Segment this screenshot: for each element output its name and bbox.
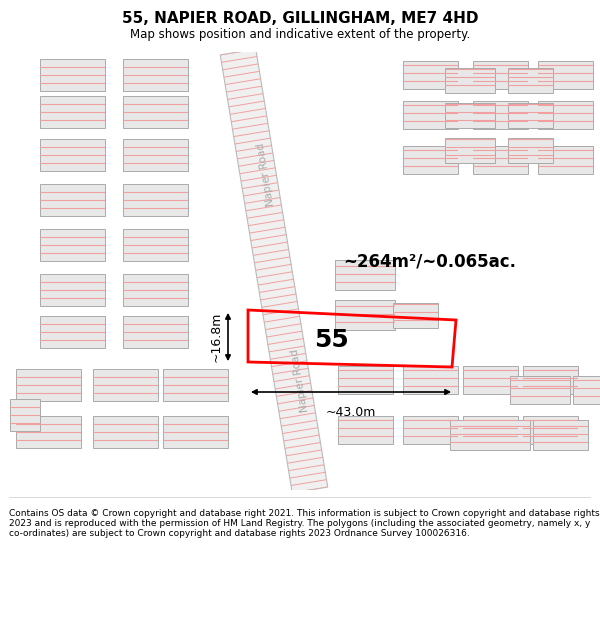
Polygon shape [403, 101, 458, 129]
Polygon shape [122, 184, 187, 216]
Polygon shape [40, 139, 104, 171]
Polygon shape [122, 274, 187, 306]
Polygon shape [335, 300, 395, 330]
Polygon shape [538, 61, 593, 89]
Polygon shape [403, 416, 458, 444]
Polygon shape [337, 366, 392, 394]
Polygon shape [220, 49, 328, 493]
Polygon shape [92, 416, 157, 448]
Polygon shape [122, 59, 187, 91]
Polygon shape [538, 101, 593, 129]
Polygon shape [122, 96, 187, 128]
Polygon shape [508, 102, 553, 127]
Polygon shape [335, 260, 395, 290]
Text: Napier Road: Napier Road [256, 142, 276, 207]
Text: 55: 55 [314, 328, 349, 352]
Polygon shape [463, 416, 517, 444]
Text: 55, NAPIER ROAD, GILLINGHAM, ME7 4HD: 55, NAPIER ROAD, GILLINGHAM, ME7 4HD [122, 11, 478, 26]
Text: ~43.0m: ~43.0m [326, 406, 376, 419]
Polygon shape [163, 369, 227, 401]
Polygon shape [40, 59, 104, 91]
Polygon shape [40, 184, 104, 216]
Polygon shape [445, 102, 495, 127]
Polygon shape [10, 399, 40, 431]
Polygon shape [445, 138, 495, 162]
Polygon shape [163, 416, 227, 448]
Text: Napier Road: Napier Road [290, 348, 310, 413]
Polygon shape [40, 316, 104, 348]
Polygon shape [122, 229, 187, 261]
Polygon shape [40, 229, 104, 261]
Polygon shape [40, 96, 104, 128]
Polygon shape [572, 376, 600, 404]
Polygon shape [473, 146, 527, 174]
Text: ~264m²/~0.065ac.: ~264m²/~0.065ac. [343, 253, 517, 271]
Polygon shape [40, 274, 104, 306]
Polygon shape [16, 369, 80, 401]
Polygon shape [538, 146, 593, 174]
Polygon shape [508, 138, 553, 162]
Polygon shape [337, 416, 392, 444]
Polygon shape [16, 416, 80, 448]
Text: Contains OS data © Crown copyright and database right 2021. This information is : Contains OS data © Crown copyright and d… [9, 509, 599, 538]
Polygon shape [92, 369, 157, 401]
Polygon shape [450, 420, 530, 450]
Text: ~16.8m: ~16.8m [210, 312, 223, 362]
Polygon shape [463, 366, 517, 394]
Polygon shape [473, 101, 527, 129]
Polygon shape [122, 139, 187, 171]
Polygon shape [533, 420, 587, 450]
Polygon shape [508, 68, 553, 92]
Polygon shape [403, 366, 458, 394]
Polygon shape [122, 316, 187, 348]
Polygon shape [523, 416, 577, 444]
Polygon shape [392, 302, 437, 328]
Polygon shape [403, 61, 458, 89]
Polygon shape [510, 376, 570, 404]
Text: Map shows position and indicative extent of the property.: Map shows position and indicative extent… [130, 28, 470, 41]
Polygon shape [403, 146, 458, 174]
Polygon shape [523, 366, 577, 394]
Polygon shape [445, 68, 495, 92]
Polygon shape [473, 61, 527, 89]
